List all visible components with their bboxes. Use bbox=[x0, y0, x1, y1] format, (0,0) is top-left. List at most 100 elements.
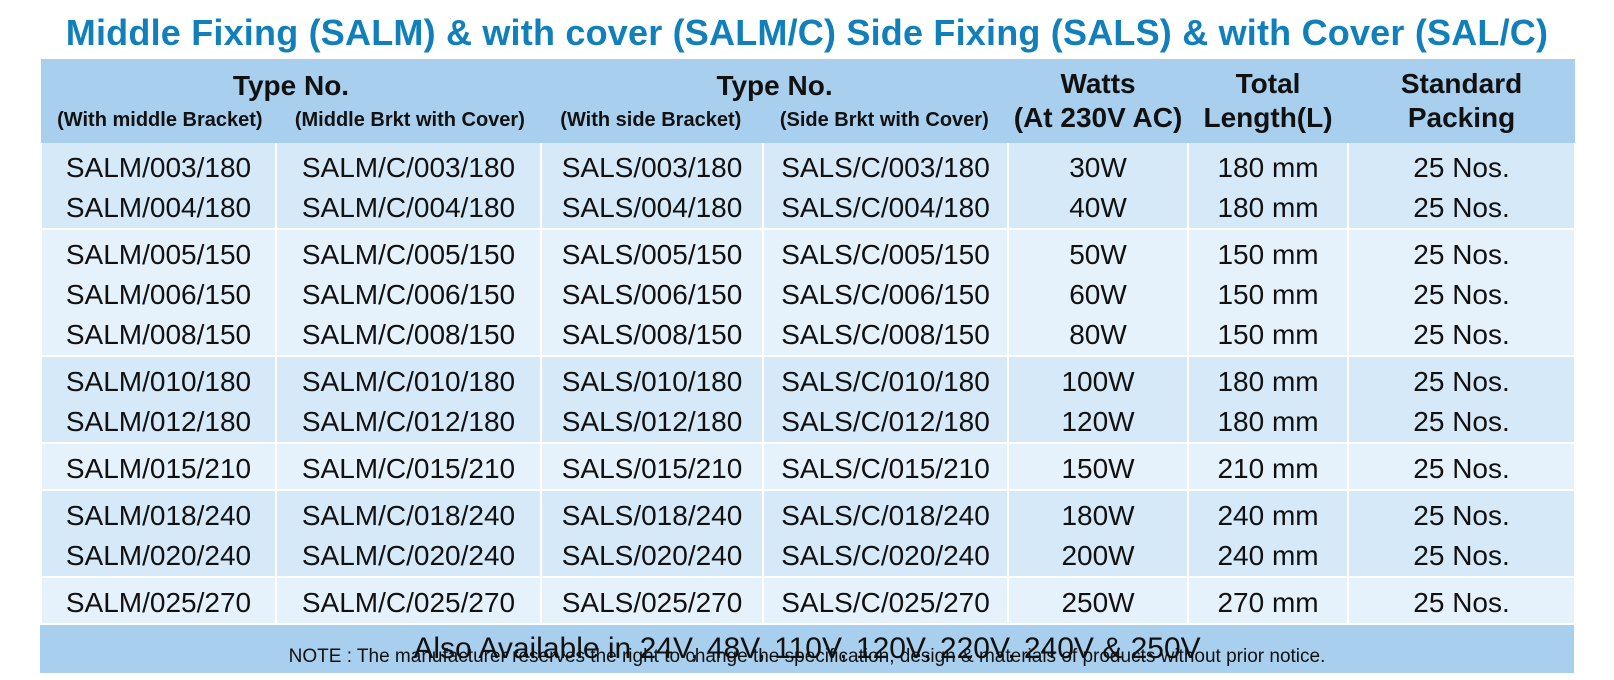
header-with-side-bracket: (With side Bracket) bbox=[560, 109, 742, 131]
col-side-cover: SALS/C/010/180 SALS/C/012/180 bbox=[762, 356, 1010, 443]
col-side-bracket: SALS/025/270 bbox=[540, 577, 765, 624]
cell: SALS/010/180 bbox=[561, 366, 743, 397]
cell: SALS/015/210 bbox=[561, 453, 743, 484]
cell: SALS/C/020/240 bbox=[781, 540, 990, 571]
col-side-bracket: SALS/018/240 SALS/020/240 bbox=[540, 490, 765, 577]
col-length: 180 mm 180 mm bbox=[1187, 143, 1350, 229]
cell: 80W bbox=[1069, 319, 1127, 350]
cell: SALS/005/150 bbox=[561, 239, 743, 270]
col-side-bracket: SALS/010/180 SALS/012/180 bbox=[540, 356, 765, 443]
col-middle-bracket: SALM/025/270 bbox=[40, 577, 277, 624]
col-middle-cover: SALM/C/015/210 bbox=[274, 443, 543, 490]
cell: 25 Nos. bbox=[1413, 319, 1510, 350]
col-middle-bracket: SALM/018/240 SALM/020/240 bbox=[40, 490, 277, 577]
cell: SALS/C/025/270 bbox=[781, 587, 990, 618]
cell: SALM/018/240 bbox=[65, 500, 252, 531]
cell: 25 Nos. bbox=[1413, 453, 1510, 484]
cell: 25 Nos. bbox=[1413, 540, 1510, 571]
header-length-line1: Total bbox=[1235, 68, 1301, 99]
col-watts: 50W 60W 80W bbox=[1007, 229, 1190, 356]
header-total-length: Total Length(L) bbox=[1188, 59, 1349, 143]
cell: 25 Nos. bbox=[1413, 279, 1510, 310]
col-packing: 25 Nos. 25 Nos. 25 Nos. bbox=[1347, 229, 1577, 356]
cell: SALS/006/150 bbox=[561, 279, 743, 310]
cell: SALM/C/004/180 bbox=[301, 192, 516, 223]
cell: SALM/C/010/180 bbox=[301, 366, 516, 397]
col-packing: 25 Nos. bbox=[1347, 443, 1577, 490]
col-side-cover: SALS/C/015/210 bbox=[762, 443, 1010, 490]
cell: SALS/C/015/210 bbox=[781, 453, 990, 484]
page-title: Middle Fixing (SALM) & with cover (SALM/… bbox=[65, 12, 1549, 53]
table-header: Type No. (With middle Bracket) (Middle B… bbox=[41, 59, 1576, 143]
cell: SALM/015/210 bbox=[65, 453, 252, 484]
cell: SALM/008/150 bbox=[65, 319, 252, 350]
cell: 25 Nos. bbox=[1413, 587, 1510, 618]
cell: SALM/C/015/210 bbox=[301, 453, 516, 484]
table-row-group: SALM/025/270 SALM/C/025/270 SALS/025/270… bbox=[40, 577, 1577, 624]
disclaimer-note: NOTE : The manufacturer reserves the rig… bbox=[288, 646, 1326, 667]
col-middle-bracket: SALM/005/150 SALM/006/150 SALM/008/150 bbox=[40, 229, 277, 356]
col-watts: 180W 200W bbox=[1007, 490, 1190, 577]
header-packing-line1: Standard bbox=[1400, 68, 1523, 99]
cell: SALS/020/240 bbox=[561, 540, 743, 571]
header-watts-line1: Watts bbox=[1060, 68, 1136, 99]
cell: 180 mm bbox=[1217, 366, 1319, 397]
cell: 25 Nos. bbox=[1413, 500, 1510, 531]
cell: SALS/C/004/180 bbox=[781, 192, 990, 223]
table-row-group: SALM/003/180 SALM/004/180 SALM/C/003/180 S… bbox=[40, 143, 1577, 229]
spec-sheet: Type No. (With middle Bracket) (Middle B… bbox=[40, 59, 1577, 673]
cell: 150 mm bbox=[1217, 319, 1319, 350]
col-side-bracket: SALS/015/210 bbox=[540, 443, 765, 490]
cell: 50W bbox=[1069, 239, 1127, 270]
cell: SALS/008/150 bbox=[561, 319, 743, 350]
col-side-cover: SALS/C/025/270 bbox=[762, 577, 1010, 624]
cell: SALS/C/006/150 bbox=[781, 279, 990, 310]
cell: SALM/025/270 bbox=[65, 587, 252, 618]
cell: SALM/C/025/270 bbox=[301, 587, 516, 618]
cell: 25 Nos. bbox=[1413, 366, 1510, 397]
cell: SALS/025/270 bbox=[561, 587, 743, 618]
cell: SALM/C/008/150 bbox=[301, 319, 516, 350]
col-watts: 100W 120W bbox=[1007, 356, 1190, 443]
col-packing: 25 Nos. 25 Nos. bbox=[1347, 490, 1577, 577]
cell: 270 mm bbox=[1217, 587, 1319, 618]
cell: 200W bbox=[1061, 540, 1135, 571]
cell: SALS/C/012/180 bbox=[781, 406, 990, 437]
voltage-availability-footer: Also Available in 24V, 48V, 110V, 120V, … bbox=[40, 625, 1574, 673]
cell: 120W bbox=[1061, 406, 1135, 437]
table-row-group: SALM/015/210 SALM/C/015/210 SALS/015/210… bbox=[40, 443, 1577, 490]
cell: SALM/005/150 bbox=[65, 239, 252, 270]
col-middle-bracket: SALM/015/210 bbox=[40, 443, 277, 490]
cell: 25 Nos. bbox=[1413, 192, 1510, 223]
cell: SALM/003/180 bbox=[65, 152, 252, 183]
header-type-no-middle: Type No. (With middle Bracket) (Middle B… bbox=[41, 59, 542, 143]
cell: SALS/012/180 bbox=[561, 406, 743, 437]
cell: SALS/C/003/180 bbox=[781, 152, 990, 183]
header-with-middle-bracket: (With middle Bracket) bbox=[57, 109, 263, 131]
col-middle-cover: SALM/C/018/240 SALM/C/020/240 bbox=[274, 490, 543, 577]
cell: SALS/003/180 bbox=[561, 152, 743, 183]
cell: SALM/C/018/240 bbox=[301, 500, 516, 531]
cell: SALS/C/018/240 bbox=[781, 500, 990, 531]
header-watts-line2: (At 230V AC) bbox=[1013, 102, 1183, 133]
cell: SALM/C/003/180 bbox=[301, 152, 516, 183]
col-middle-cover: SALM/C/005/150 SALM/C/006/150 SALM/C/008/1… bbox=[274, 229, 543, 356]
header-middle-brkt-with-cover: (Middle Brkt with Cover) bbox=[294, 109, 525, 131]
cell: SALM/020/240 bbox=[65, 540, 252, 571]
cell: SALM/004/180 bbox=[65, 192, 252, 223]
header-type-no-side: Type No. (With side Bracket) (Side Brkt … bbox=[541, 59, 1009, 143]
col-watts: 150W bbox=[1007, 443, 1190, 490]
col-side-bracket: SALS/003/180 SALS/004/180 bbox=[540, 143, 765, 229]
col-side-bracket: SALS/005/150 SALS/006/150 SALS/008/150 bbox=[540, 229, 765, 356]
col-length: 270 mm bbox=[1187, 577, 1350, 624]
cell: 150 mm bbox=[1217, 239, 1319, 270]
cell: 25 Nos. bbox=[1413, 406, 1510, 437]
header-side-brkt-with-cover: (Side Brkt with Cover) bbox=[779, 109, 989, 131]
cell: 250W bbox=[1061, 587, 1135, 618]
cell: SALS/C/005/150 bbox=[781, 239, 990, 270]
cell: SALM/006/150 bbox=[65, 279, 252, 310]
col-middle-bracket: SALM/010/180 SALM/012/180 bbox=[40, 356, 277, 443]
cell: SALM/C/005/150 bbox=[301, 239, 516, 270]
cell: 150W bbox=[1061, 453, 1135, 484]
cell: 25 Nos. bbox=[1413, 239, 1510, 270]
